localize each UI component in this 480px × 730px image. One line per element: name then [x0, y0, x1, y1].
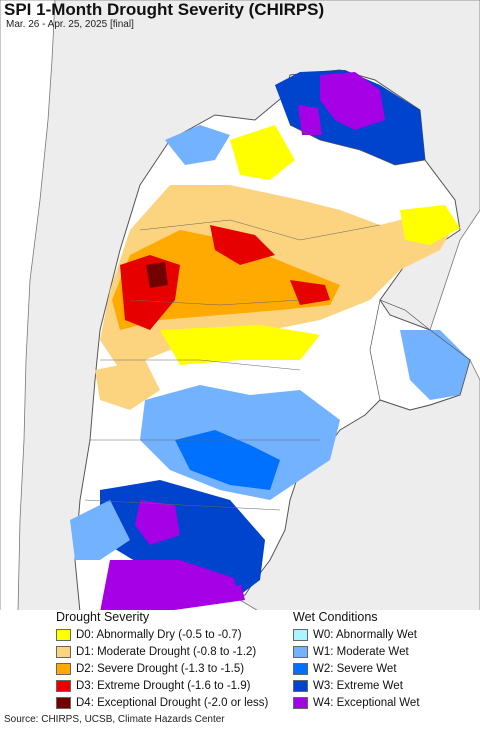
w1-east — [400, 330, 470, 400]
wet-legend-row-w0: W0: Abnormally Wet — [293, 627, 417, 643]
legend-swatch-d4 — [56, 697, 71, 709]
w4-north-b — [298, 105, 322, 135]
map-canvas — [0, 0, 480, 612]
drought-legend-row-d0: D0: Abnormally Dry (-0.5 to -0.7) — [56, 627, 242, 643]
d1-west — [95, 360, 160, 410]
drought-legend-heading: Drought Severity — [56, 610, 150, 624]
map-title: SPI 1-Month Drought Severity (CHIRPS) — [4, 0, 325, 19]
legend-swatch-w2 — [293, 663, 308, 675]
chile-coast — [0, 0, 56, 612]
drought-legend-row-d2: D2: Severe Drought (-1.3 to -1.5) — [56, 661, 244, 677]
w4-north — [320, 72, 385, 130]
d0-east — [400, 205, 460, 245]
legend-label-w0: W0: Abnormally Wet — [313, 629, 417, 641]
drought-legend-row-d4: D4: Exceptional Drought (-2.0 or less) — [56, 695, 268, 711]
wet-legend-row-w2: W2: Severe Wet — [293, 661, 397, 677]
legend: Drought Severity Wet Conditions D0: Abno… — [0, 610, 480, 714]
drought-legend-row-d1: D1: Moderate Drought (-0.8 to -1.2) — [56, 644, 256, 660]
border-uruguay — [369, 299, 471, 411]
drought-map: SPI 1-Month Drought Severity (CHIRPS) Ma… — [0, 0, 480, 612]
legend-swatch-d3 — [56, 680, 71, 692]
wet-legend-row-w1: W1: Moderate Wet — [293, 644, 409, 660]
legend-swatch-w3 — [293, 680, 308, 692]
wet-legend-heading: Wet Conditions — [293, 610, 378, 624]
wet-legend-row-w4: W4: Exceptional Wet — [293, 695, 420, 711]
d3-band-c — [290, 280, 330, 305]
d3-band-b — [210, 225, 275, 265]
w1-south — [70, 500, 130, 560]
d0-south — [160, 325, 320, 365]
w4-south — [100, 560, 245, 612]
legend-swatch-d1 — [56, 646, 71, 658]
legend-label-d0: D0: Abnormally Dry (-0.5 to -0.7) — [76, 629, 242, 641]
map-subtitle: Mar. 26 - Apr. 25, 2025 [final] — [6, 19, 134, 30]
legend-swatch-w0 — [293, 629, 308, 641]
legend-swatch-d2 — [56, 663, 71, 675]
legend-label-d2: D2: Severe Drought (-1.3 to -1.5) — [76, 663, 245, 675]
w4-mid — [135, 500, 180, 545]
wet-legend-row-w3: W3: Extreme Wet — [293, 678, 403, 694]
border-provinces — [84, 219, 381, 511]
legend-label-d4: D4: Exceptional Drought (-2.0 or less) — [76, 697, 269, 709]
legend-swatch-w4 — [293, 697, 308, 709]
legend-swatch-w1 — [293, 646, 308, 658]
legend-label-d3: D3: Extreme Drought (-1.6 to -1.9) — [76, 680, 251, 692]
d0-north — [230, 125, 295, 180]
w3-island — [232, 566, 252, 586]
w2-central — [175, 430, 280, 490]
legend-label-w3: W3: Extreme Wet — [313, 680, 403, 692]
legend-label-w4: W4: Exceptional Wet — [313, 697, 420, 709]
legend-label-w1: W1: Moderate Wet — [313, 646, 409, 658]
w1-north — [165, 125, 230, 165]
legend-label-d1: D1: Moderate Drought (-0.8 to -1.2) — [76, 646, 257, 658]
border-paraguay — [289, 124, 426, 166]
source-credit: Source: CHIRPS, UCSB, Climate Hazards Ce… — [4, 714, 225, 725]
d4-core — [146, 262, 168, 288]
drought-legend-row-d3: D3: Extreme Drought (-1.6 to -1.9) — [56, 678, 250, 694]
legend-label-w2: W2: Severe Wet — [313, 663, 397, 675]
legend-swatch-d0 — [56, 629, 71, 641]
